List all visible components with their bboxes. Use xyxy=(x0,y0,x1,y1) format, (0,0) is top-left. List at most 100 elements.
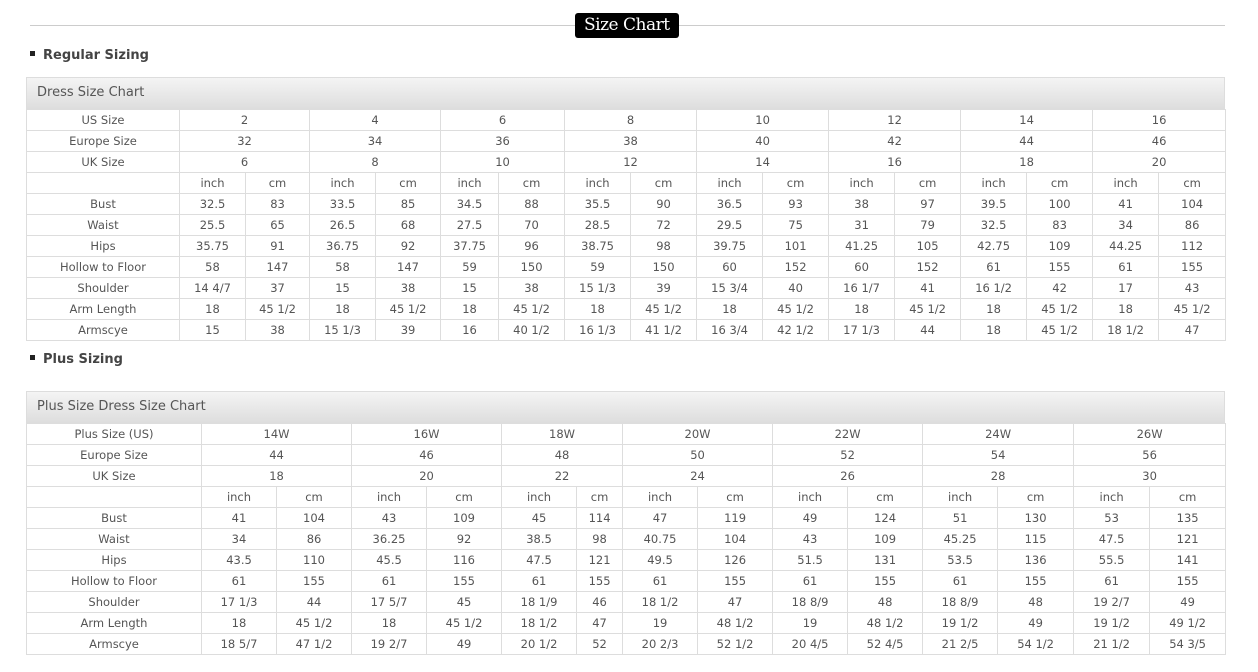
measure-cell: 18 xyxy=(696,298,764,320)
unit-cm: cm xyxy=(697,486,774,508)
measure-cell: 126 xyxy=(697,549,774,571)
table-row: US Size 2 4 6 8 10 12 14 16 xyxy=(26,109,1227,131)
measure-cell: 36.25 xyxy=(351,528,428,550)
measure-cell: 46 xyxy=(576,591,624,613)
measure-cell: 41.25 xyxy=(828,235,896,257)
measure-cell: 136 xyxy=(997,549,1075,571)
units-row: inch cm inch cm inch cm inch cm inch cm inch cm inch… xyxy=(26,172,1227,194)
table-row: Armscye 15 38 15 1/3 39 16 40 1/2 16 1/3 41 1/2 1… xyxy=(26,319,1227,341)
measure-cell: 16 1/3 xyxy=(564,319,632,341)
measure-cell: 32.5 xyxy=(179,193,246,215)
measure-cell: 45 1/2 xyxy=(1026,319,1094,341)
measure-cell: 52 xyxy=(576,633,624,655)
size-cell: 6 xyxy=(178,151,311,173)
size-cell: 26 xyxy=(772,465,924,487)
size-cell: 26W xyxy=(1073,423,1227,445)
unit-inch: inch xyxy=(828,172,896,194)
unit-inch: inch xyxy=(351,486,428,508)
size-cell: 50 xyxy=(622,444,774,466)
measure-cell: 49.5 xyxy=(622,549,699,571)
measure-cell: 16 xyxy=(440,319,500,341)
table-row: Bust 32.5 83 33.5 85 34.5 88 35.5 90 36.5 93 38 97 39… xyxy=(26,193,1227,215)
measure-cell: 19 xyxy=(772,612,849,634)
measure-cell: 112 xyxy=(1158,235,1227,257)
measure-cell: 49 xyxy=(1149,591,1227,613)
measure-cell: 16 1/2 xyxy=(960,277,1028,299)
unit-cm: cm xyxy=(1158,172,1227,194)
measure-cell: 18 xyxy=(1092,298,1160,320)
measure-cell: 130 xyxy=(997,507,1075,529)
measure-cell: 15 xyxy=(179,319,246,341)
measure-cell: 38.5 xyxy=(501,528,578,550)
measure-cell: 55.5 xyxy=(1073,549,1151,571)
size-cell: 24W xyxy=(922,423,1075,445)
table-row: Waist 34 86 36.25 92 38.5 98 40.75 104 43 109 45.25… xyxy=(26,528,1227,550)
row-label: Armscye xyxy=(26,319,180,341)
row-label: Bust xyxy=(26,193,180,215)
measure-cell: 45 1/2 xyxy=(375,298,442,320)
measure-cell: 155 xyxy=(1149,570,1227,592)
unit-cm: cm xyxy=(847,486,924,508)
size-cell: 36 xyxy=(440,130,566,152)
measure-cell: 52 1/2 xyxy=(697,633,774,655)
measure-cell: 18 1/2 xyxy=(622,591,699,613)
measure-cell: 51 xyxy=(922,507,999,529)
unit-cm: cm xyxy=(1149,486,1227,508)
measure-cell: 34 xyxy=(201,528,277,550)
measure-cell: 34 xyxy=(1092,214,1160,236)
measure-cell: 39 xyxy=(630,277,698,299)
unit-cm: cm xyxy=(762,172,830,194)
measure-cell: 61 xyxy=(501,570,578,592)
measure-cell: 20 4/5 xyxy=(772,633,849,655)
table-row: Hips 35.75 91 36.75 92 37.75 96 38.75 98 39.75 101… xyxy=(26,235,1227,257)
measure-cell: 47 xyxy=(622,507,699,529)
row-label: UK Size xyxy=(26,465,202,487)
measure-cell: 105 xyxy=(894,235,962,257)
size-cell: 4 xyxy=(309,109,442,131)
measure-cell: 19 1/2 xyxy=(1073,612,1151,634)
measure-cell: 18 xyxy=(960,298,1028,320)
measure-cell: 109 xyxy=(426,507,503,529)
measure-cell: 17 1/3 xyxy=(828,319,896,341)
unit-cm: cm xyxy=(997,486,1075,508)
measure-cell: 18 xyxy=(440,298,500,320)
dress-size-chart: Dress Size Chart US Size 2 4 6 8 10 12 14 16 Euro… xyxy=(26,77,1227,341)
measure-cell: 29.5 xyxy=(696,214,764,236)
measure-cell: 155 xyxy=(697,570,774,592)
measure-cell: 40 xyxy=(762,277,830,299)
table-row: Shoulder 17 1/3 44 17 5/7 45 18 1/9 46 18 1/2 47… xyxy=(26,591,1227,613)
unit-inch: inch xyxy=(309,172,377,194)
measure-cell: 16 1/7 xyxy=(828,277,896,299)
measure-cell: 18 xyxy=(309,298,377,320)
row-label: US Size xyxy=(26,109,180,131)
unit-cm: cm xyxy=(1026,172,1094,194)
measure-cell: 18 xyxy=(201,612,277,634)
measure-cell: 110 xyxy=(275,549,353,571)
measure-cell: 83 xyxy=(244,193,311,215)
measure-cell: 48 xyxy=(997,591,1075,613)
size-cell: 38 xyxy=(564,130,698,152)
measure-cell: 88 xyxy=(498,193,566,215)
row-label: Europe Size xyxy=(26,130,180,152)
measure-cell: 33.5 xyxy=(309,193,377,215)
row-label: Shoulder xyxy=(26,277,180,299)
measure-cell: 61 xyxy=(772,570,849,592)
table-row: Waist 25.5 65 26.5 68 27.5 70 28.5 72 29.5 75 31 79 3… xyxy=(26,214,1227,236)
size-cell: 12 xyxy=(564,151,698,173)
measure-cell: 20 1/2 xyxy=(501,633,578,655)
measure-cell: 43 xyxy=(772,528,849,550)
measure-cell: 45 1/2 xyxy=(426,612,503,634)
measure-cell: 19 2/7 xyxy=(1073,591,1151,613)
measure-cell: 147 xyxy=(244,256,311,278)
measure-cell: 147 xyxy=(375,256,442,278)
row-label: Arm Length xyxy=(26,612,202,634)
measure-cell: 15 xyxy=(309,277,377,299)
measure-cell: 65 xyxy=(244,214,311,236)
measure-cell: 98 xyxy=(630,235,698,257)
size-cell: 46 xyxy=(1092,130,1227,152)
measure-cell: 152 xyxy=(894,256,962,278)
measure-cell: 39.75 xyxy=(696,235,764,257)
measure-cell: 42 1/2 xyxy=(762,319,830,341)
row-label: Armscye xyxy=(26,633,202,655)
measure-cell: 96 xyxy=(498,235,566,257)
